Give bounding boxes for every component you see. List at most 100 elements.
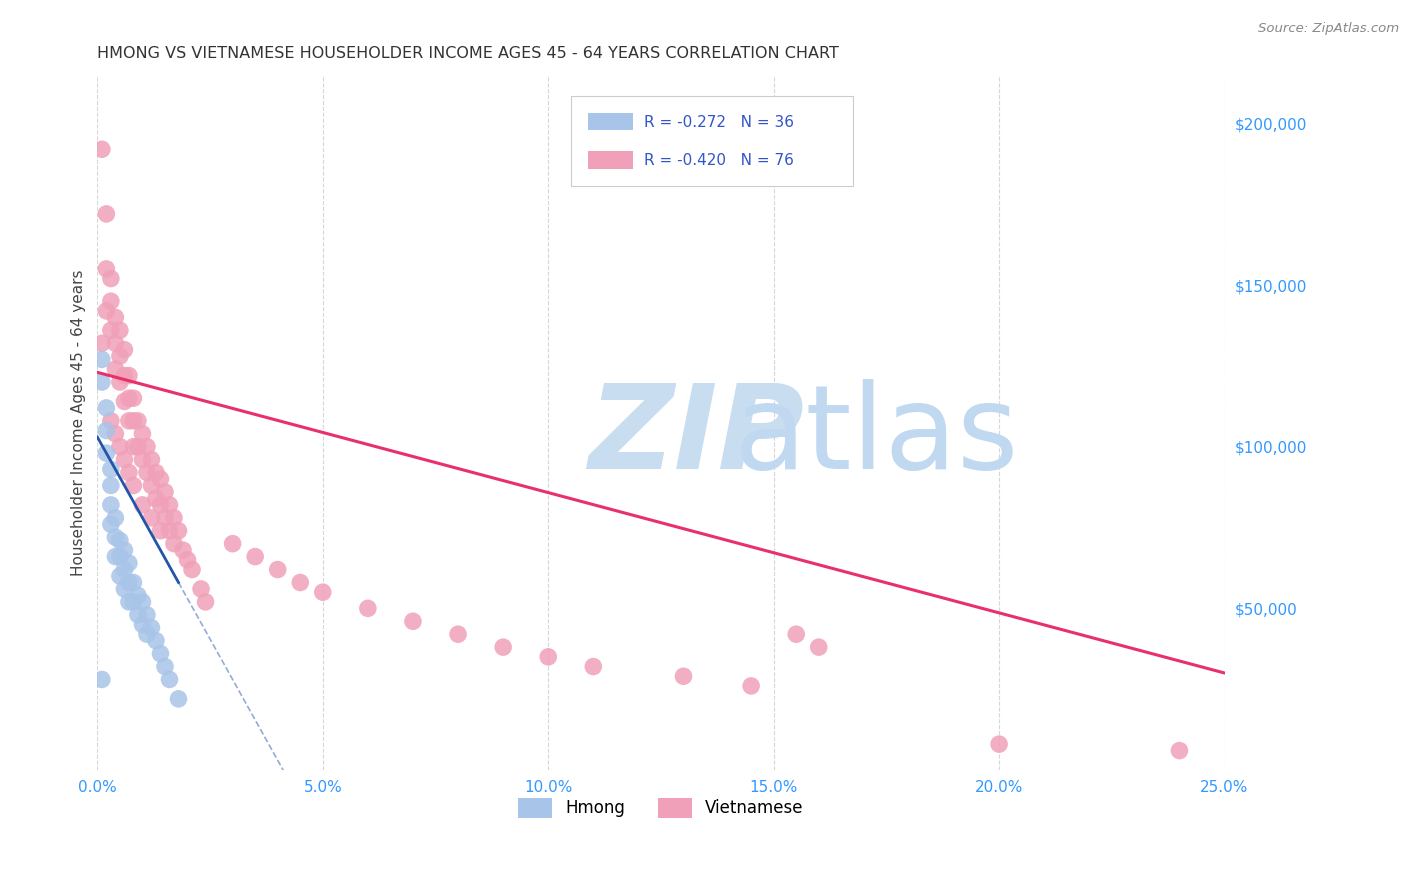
Point <box>104 362 127 376</box>
Point <box>149 472 172 486</box>
Point <box>136 440 159 454</box>
Point <box>181 563 204 577</box>
Point <box>131 426 153 441</box>
Bar <box>588 113 633 130</box>
Point <box>141 452 163 467</box>
Point <box>104 336 127 351</box>
Point <box>357 601 380 615</box>
Point <box>112 368 135 383</box>
Point <box>118 368 141 383</box>
Point <box>807 640 830 654</box>
Point <box>112 582 135 596</box>
Point <box>141 478 163 492</box>
Point <box>96 261 118 276</box>
Point <box>127 440 149 454</box>
Point <box>122 478 145 492</box>
Point <box>104 511 127 525</box>
Point <box>172 543 194 558</box>
Point <box>104 549 127 564</box>
Point <box>118 414 141 428</box>
Bar <box>588 152 633 169</box>
Point <box>672 669 695 683</box>
Point <box>108 323 131 337</box>
Point <box>243 549 266 564</box>
Point <box>108 349 131 363</box>
Point <box>118 556 141 570</box>
Point <box>118 575 141 590</box>
Point <box>96 207 118 221</box>
Point <box>176 553 198 567</box>
Point <box>118 391 141 405</box>
Point <box>112 543 135 558</box>
Point <box>163 537 186 551</box>
Point <box>104 530 127 544</box>
Point <box>582 659 605 673</box>
Point <box>108 549 131 564</box>
Point <box>96 304 118 318</box>
Point <box>159 524 181 538</box>
Point <box>100 271 122 285</box>
Point <box>131 452 153 467</box>
Point <box>136 607 159 622</box>
Point <box>492 640 515 654</box>
Point <box>112 452 135 467</box>
Point <box>104 310 127 325</box>
Point <box>96 446 118 460</box>
Point <box>447 627 470 641</box>
Text: Source: ZipAtlas.com: Source: ZipAtlas.com <box>1258 22 1399 36</box>
Point <box>190 582 212 596</box>
Point <box>100 498 122 512</box>
Legend: Hmong, Vietnamese: Hmong, Vietnamese <box>512 791 810 824</box>
Point <box>100 414 122 428</box>
Point <box>131 617 153 632</box>
Point <box>118 466 141 480</box>
Point <box>122 575 145 590</box>
Point <box>112 343 135 357</box>
Point <box>1168 743 1191 757</box>
Point <box>149 498 172 512</box>
Point <box>145 633 167 648</box>
Text: R = -0.272   N = 36: R = -0.272 N = 36 <box>644 115 794 129</box>
Point <box>785 627 807 641</box>
Point <box>131 498 153 512</box>
Point <box>149 647 172 661</box>
Point <box>100 294 122 309</box>
Point <box>108 440 131 454</box>
FancyBboxPatch shape <box>571 95 852 186</box>
Point <box>141 621 163 635</box>
Point <box>90 352 112 367</box>
Point <box>122 391 145 405</box>
Point <box>118 595 141 609</box>
Point <box>136 466 159 480</box>
Point <box>108 569 131 583</box>
Point <box>740 679 762 693</box>
Y-axis label: Householder Income Ages 45 - 64 years: Householder Income Ages 45 - 64 years <box>72 269 86 575</box>
Point <box>153 485 176 500</box>
Text: HMONG VS VIETNAMESE HOUSEHOLDER INCOME AGES 45 - 64 YEARS CORRELATION CHART: HMONG VS VIETNAMESE HOUSEHOLDER INCOME A… <box>97 46 839 62</box>
Point <box>145 491 167 506</box>
Point <box>194 595 217 609</box>
Point <box>100 462 122 476</box>
Point <box>988 737 1011 751</box>
Point <box>96 424 118 438</box>
Point <box>90 142 112 156</box>
Point <box>90 336 112 351</box>
Point <box>290 575 312 590</box>
Point <box>122 414 145 428</box>
Point <box>127 589 149 603</box>
Point <box>312 585 335 599</box>
Point <box>112 394 135 409</box>
Point <box>104 426 127 441</box>
Point <box>153 659 176 673</box>
Text: ZIP: ZIP <box>588 379 804 494</box>
Point <box>163 511 186 525</box>
Point <box>145 466 167 480</box>
Point <box>149 524 172 538</box>
Point <box>122 440 145 454</box>
Point <box>221 537 243 551</box>
Point <box>96 401 118 415</box>
Point <box>159 498 181 512</box>
Point <box>141 511 163 525</box>
Point <box>108 375 131 389</box>
Point <box>167 691 190 706</box>
